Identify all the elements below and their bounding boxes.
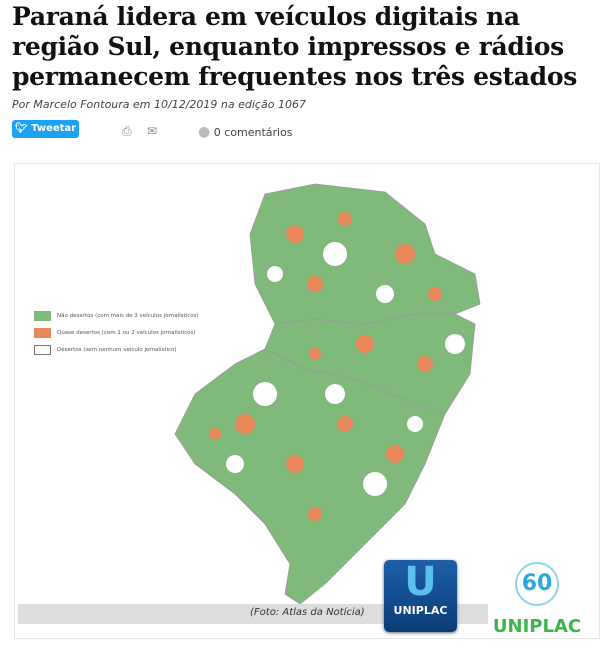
- legend-swatch-green: [34, 310, 51, 321]
- photo-caption: (Foto: Atlas da Notícia): [18, 604, 488, 624]
- south-brazil-map: [174, 183, 481, 605]
- twitter-bird-icon: 🐦︎: [14, 123, 32, 134]
- byline: Por Marcelo Fontoura em 10/12/2019 na ed…: [12, 98, 306, 111]
- quase-desertos-areas: [209, 212, 442, 521]
- speech-bubble-icon: ●: [198, 124, 211, 140]
- legend-swatch-white: [34, 344, 51, 355]
- printer-icon[interactable]: ⎙: [122, 124, 132, 138]
- tweet-button[interactable]: 🐦︎ Tweetar: [12, 120, 79, 138]
- map-figure: [14, 163, 600, 639]
- map-legend: Não desertos (com mais de 3 veículos jor…: [34, 307, 199, 358]
- legend-item: Não desertos (com mais de 3 veículos jor…: [34, 307, 199, 324]
- uniplac-logo: U UNIPLAC: [384, 560, 457, 632]
- article-title: Paraná lidera em veículos digitais na re…: [12, 2, 577, 91]
- desertos-areas: [226, 242, 465, 496]
- uniplac-60-anos-logo: 60 UNIPLAC: [478, 562, 596, 637]
- envelope-icon[interactable]: ✉: [147, 124, 158, 138]
- legend-item: Quase desertos (com 1 ou 2 veículos jorn…: [34, 324, 199, 341]
- comments-link[interactable]: ● 0 comentários: [198, 124, 293, 140]
- legend-item: Desertos (sem nenhum veículo jornalístic…: [34, 341, 199, 358]
- legend-swatch-orange: [34, 327, 51, 338]
- parana-state: [249, 183, 481, 325]
